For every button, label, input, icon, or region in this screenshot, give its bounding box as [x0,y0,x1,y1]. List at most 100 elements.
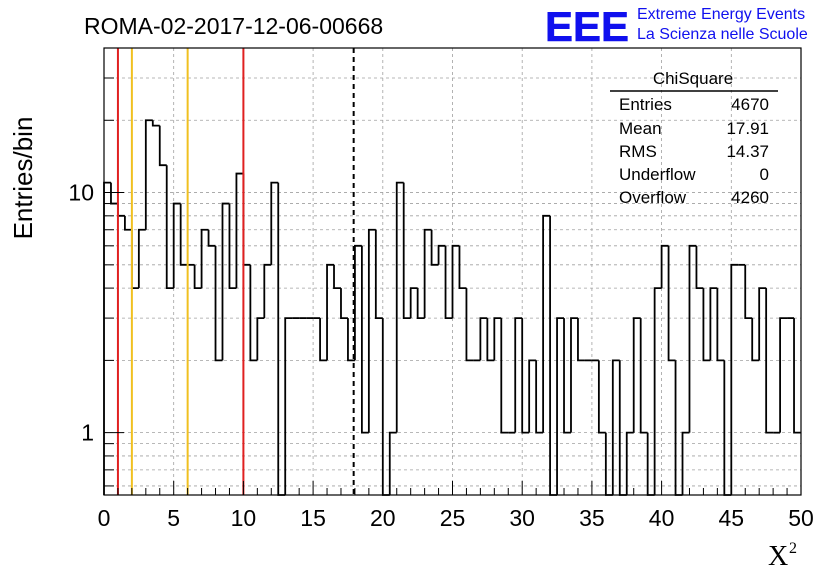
histogram-bin [674,360,683,496]
x-tick-label: 5 [167,505,180,531]
x-tick-label: 45 [719,505,745,531]
histogram-bin [144,119,153,230]
histogram-bin [542,214,551,433]
histogram-bin [319,318,328,362]
stats-label-underflow: Underflow [619,165,696,184]
histogram-bin [437,244,446,265]
chart-title: ROMA-02-2017-12-06-00668 [84,13,383,39]
histogram-bin [765,288,774,434]
histogram-bin [354,244,362,361]
stats-box: ChiSquare Entries 4670 Mean 17.91 RMS 14… [610,69,778,207]
histogram-bin [723,360,732,496]
histogram-bin [423,228,432,319]
histogram-bin [409,287,418,319]
histogram-bin [200,228,209,289]
stats-title: ChiSquare [653,69,733,88]
histogram-bin [249,264,258,362]
histogram-bin [360,245,369,434]
logo-line-1: Extreme Energy Events [637,6,805,23]
histogram-bin [374,229,383,320]
x-tick-label: 50 [788,505,814,531]
histogram-bin [124,215,132,231]
histogram-bin [179,203,188,266]
histogram-bin [751,318,760,362]
histogram-bin [228,203,237,290]
histogram-bin [681,431,690,495]
histogram-bin [577,318,585,362]
histogram-bin [172,202,181,289]
histogram-bin [660,244,669,289]
y-tick-label: 1 [81,420,94,446]
axis-ticks: 0 5 10 15 20 25 30 35 40 45 50 1 10 [68,47,814,531]
histogram-bin [388,431,397,495]
histogram-bin [514,317,523,433]
histogram-bin [381,318,390,496]
histogram-bin [611,359,620,495]
histogram-bin [597,360,606,434]
histogram-bin [214,245,223,362]
x-tick-label: 30 [509,505,535,531]
histogram-bin [416,288,425,320]
histogram-bin [242,173,251,266]
stats-label-entries: Entries [619,95,672,114]
histogram-bin [465,288,474,362]
y-axis-label: Entries/bin [8,117,38,240]
stats-label-rms: RMS [619,142,657,161]
histogram-bin [493,317,502,361]
histogram-bin [451,244,460,319]
eee-logo-mark: EEE [545,3,629,50]
histogram-bin [688,244,697,433]
histogram-bin [347,318,355,362]
x-tick-label: 25 [440,505,466,531]
stats-label-overflow: Overflow [619,188,687,207]
stats-value-underflow: 0 [760,165,769,184]
histogram-bin [549,215,558,496]
histogram-bin [130,229,139,290]
histogram-bin [444,245,453,320]
histogram-bin [340,288,348,320]
x-axis-label-superscript: 2 [789,540,797,557]
histogram-bin [207,229,216,247]
histogram-bin [758,287,767,361]
histogram-bin [151,120,160,127]
histogram-bin [402,182,411,320]
histogram-bin [632,317,641,433]
stats-value-entries: 4670 [731,95,769,114]
histogram-bin [458,245,467,290]
x-tick-label: 20 [370,505,396,531]
histogram-bin [570,317,578,433]
histogram-bin [117,203,125,217]
x-tick-label: 15 [300,505,326,531]
histogram-bin [333,264,341,290]
histogram-bin [695,245,704,290]
histogram-bin [535,360,544,434]
x-tick-label: 35 [579,505,605,531]
histogram-bin [528,359,537,433]
x-axis-label: X 2 [768,540,797,572]
histogram-bin [653,287,662,495]
histogram-bin [667,245,676,362]
x-axis-label-text: X [768,541,788,572]
histogram-bin [430,229,439,266]
histogram-bin [702,288,711,362]
stats-value-rms: 14.37 [726,142,769,161]
stats-value-overflow: 4260 [731,188,769,207]
histogram-bin [367,228,376,433]
histogram-bin [716,288,725,362]
histogram-bin [618,360,627,496]
histogram-bin [165,165,174,290]
histogram-bin [730,263,739,495]
histogram-bin [793,318,801,434]
histogram-bin [284,317,293,495]
x-tick-label: 40 [649,505,675,531]
logo-line-2: La Scienza nelle Scuole [637,26,808,43]
histogram-bin [521,318,530,434]
histogram-bin [235,172,244,289]
y-tick-label: 10 [68,180,94,206]
histogram-bin [500,318,509,434]
histogram-bin [556,317,565,495]
marker-lines [116,48,355,495]
histogram-bin [639,318,648,434]
histogram-bin [263,263,272,319]
